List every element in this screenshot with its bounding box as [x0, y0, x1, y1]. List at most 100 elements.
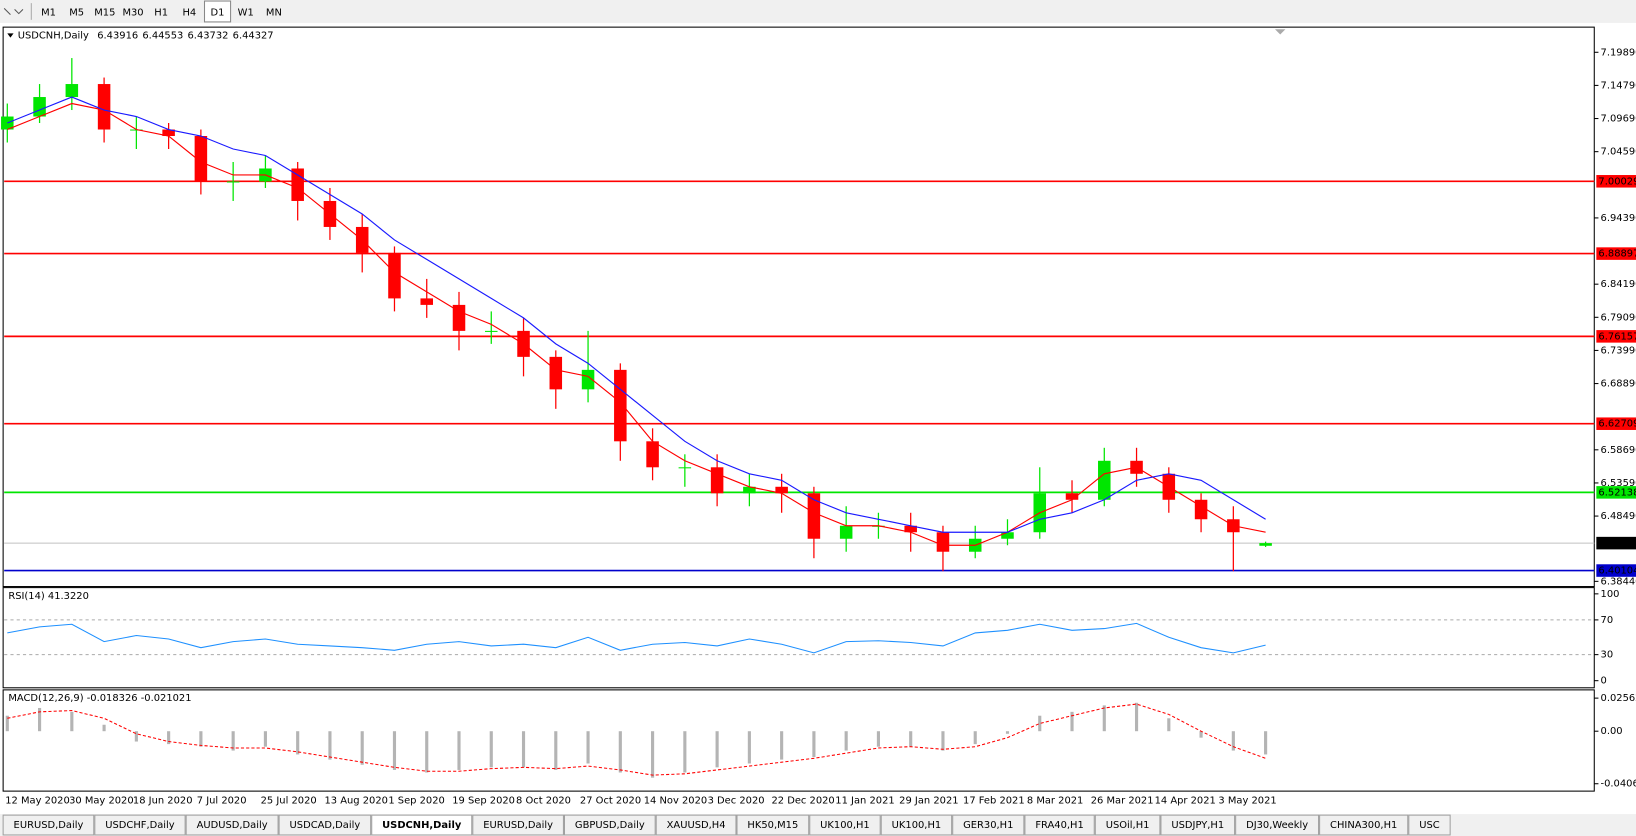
tab[interactable]: UK100,H1	[880, 814, 953, 836]
tab-label[interactable]: USDCNH,Daily	[382, 820, 462, 831]
tab-label[interactable]: GBPUSD,Daily	[575, 820, 645, 831]
toolbar-icon[interactable]	[3, 7, 24, 15]
macd-bar	[489, 731, 493, 768]
tab[interactable]: GBPUSD,Daily	[563, 814, 656, 836]
x-tick-label: 19 Sep 2020	[452, 796, 515, 807]
tab[interactable]: USC	[1408, 814, 1451, 836]
price-level-box	[1596, 175, 1636, 188]
tab[interactable]: EURUSD,Daily	[2, 814, 95, 836]
macd-bar	[360, 731, 364, 765]
timeframe-button[interactable]: H1	[154, 8, 168, 19]
tab-bg	[1094, 814, 1161, 836]
timeframe-button[interactable]: H4	[182, 8, 196, 19]
tab-label[interactable]: DJ30,Weekly	[1246, 820, 1308, 831]
x-tick-label: 1 Sep 2020	[388, 796, 444, 807]
price-level-label: 7.00029	[1598, 176, 1636, 187]
macd-bar	[521, 731, 526, 768]
candle-body	[549, 356, 563, 390]
timeframe-button[interactable]: D1	[211, 8, 225, 19]
tab[interactable]: GER30,H1	[952, 814, 1025, 836]
tab-label[interactable]: GER30,H1	[963, 820, 1013, 831]
tab[interactable]: USDCNH,Daily	[371, 814, 473, 836]
tab[interactable]: DJ30,Weekly	[1235, 814, 1320, 836]
candle-body	[452, 304, 466, 331]
tab-label[interactable]: CHINA300,H1	[1330, 820, 1397, 831]
tab-label[interactable]: USDJPY,H1	[1171, 820, 1224, 831]
tab-label[interactable]: AUDUSD,Daily	[197, 820, 268, 831]
candle-body	[904, 525, 917, 533]
candle-body	[581, 369, 595, 390]
tab-label[interactable]: USC	[1419, 820, 1440, 831]
y-tick-label: 6.38440	[1601, 576, 1636, 587]
macd-bar	[457, 731, 461, 770]
timeframe-button[interactable]: M1	[41, 8, 56, 19]
candle-body	[807, 493, 821, 539]
x-tick-label: 7 Jul 2020	[197, 796, 247, 807]
candle-body	[65, 84, 79, 98]
tab-label[interactable]: XAUUSD,H4	[667, 820, 726, 831]
macd-bar	[1070, 711, 1074, 732]
tab-bg	[94, 814, 186, 836]
candle-body	[1001, 532, 1014, 539]
y-tick-label: 6.84190	[1601, 279, 1636, 290]
tab-label[interactable]: USDCHF,Daily	[105, 820, 175, 831]
tab[interactable]: AUDUSD,Daily	[185, 814, 279, 836]
macd-bar	[1102, 705, 1106, 732]
y-tick-label: 6.53590	[1601, 478, 1636, 489]
tab[interactable]: USDCHF,Daily	[94, 814, 186, 836]
x-tick-label: 30 May 2020	[69, 796, 134, 807]
tab[interactable]: HK50,M15	[736, 814, 810, 836]
price-level-label: 6.76157	[1598, 331, 1636, 342]
tab-label[interactable]: FRA40,H1	[1035, 820, 1083, 831]
tab-label[interactable]: UK100,H1	[892, 820, 942, 831]
price-level-label: 6.40104	[1598, 566, 1636, 577]
candle-body	[97, 84, 111, 130]
candle-body	[839, 525, 853, 539]
candle-body	[485, 330, 498, 332]
tab-label[interactable]: USOil,H1	[1106, 820, 1150, 831]
tab-label[interactable]: EURUSD,Daily	[14, 820, 84, 831]
macd-bar	[586, 731, 590, 764]
timeframe-button[interactable]: M15	[94, 8, 115, 19]
price-level-box	[1596, 330, 1636, 343]
tab[interactable]: USDJPY,H1	[1160, 814, 1236, 836]
tab[interactable]: EURUSD,Daily	[472, 814, 564, 836]
timeframe-button[interactable]: W1	[238, 8, 254, 19]
macd-bar	[780, 731, 784, 760]
tab[interactable]: CHINA300,H1	[1319, 814, 1409, 836]
macd-bar	[1167, 718, 1171, 732]
tab-bg	[1024, 814, 1095, 836]
x-tick-label: 14 Apr 2021	[1155, 796, 1216, 807]
y-tick-label: 100	[1601, 589, 1620, 600]
macd-bar	[102, 724, 106, 732]
price-level-label: 6.88897	[1598, 249, 1636, 260]
macd-bar	[70, 711, 74, 732]
candle-body	[678, 467, 692, 469]
tab[interactable]: UK100,H1	[809, 814, 881, 836]
candle-body	[1098, 460, 1111, 500]
x-tick-label: 8 Mar 2021	[1027, 796, 1084, 807]
macd-bar	[38, 707, 42, 732]
macd-bar	[1038, 715, 1042, 732]
symbol-menu-arrow[interactable]	[7, 33, 14, 38]
timeframe-button[interactable]: M5	[69, 8, 84, 19]
tab-label[interactable]: UK100,H1	[820, 820, 870, 831]
y-tick-label: 30	[1601, 650, 1614, 661]
moving-average	[7, 102, 1266, 546]
tab[interactable]: USOil,H1	[1094, 814, 1161, 836]
candle-body	[743, 486, 756, 494]
x-tick-label: 3 May 2021	[1218, 796, 1276, 807]
tab-label[interactable]: HK50,M15	[747, 820, 798, 831]
chart-area	[0, 22, 1636, 815]
tab-label[interactable]: EURUSD,Daily	[483, 820, 553, 831]
tab-bg	[1160, 814, 1236, 836]
tab[interactable]: FRA40,H1	[1024, 814, 1095, 836]
tab[interactable]: XAUUSD,H4	[655, 814, 737, 836]
main-panel-frame	[2, 26, 1595, 588]
timeframe-button[interactable]: M30	[122, 8, 143, 19]
tab[interactable]: USDCAD,Daily	[278, 814, 372, 836]
tab-label[interactable]: USDCAD,Daily	[290, 820, 361, 831]
timeframe-button[interactable]: MN	[266, 8, 282, 19]
macd-signal	[7, 703, 1266, 776]
